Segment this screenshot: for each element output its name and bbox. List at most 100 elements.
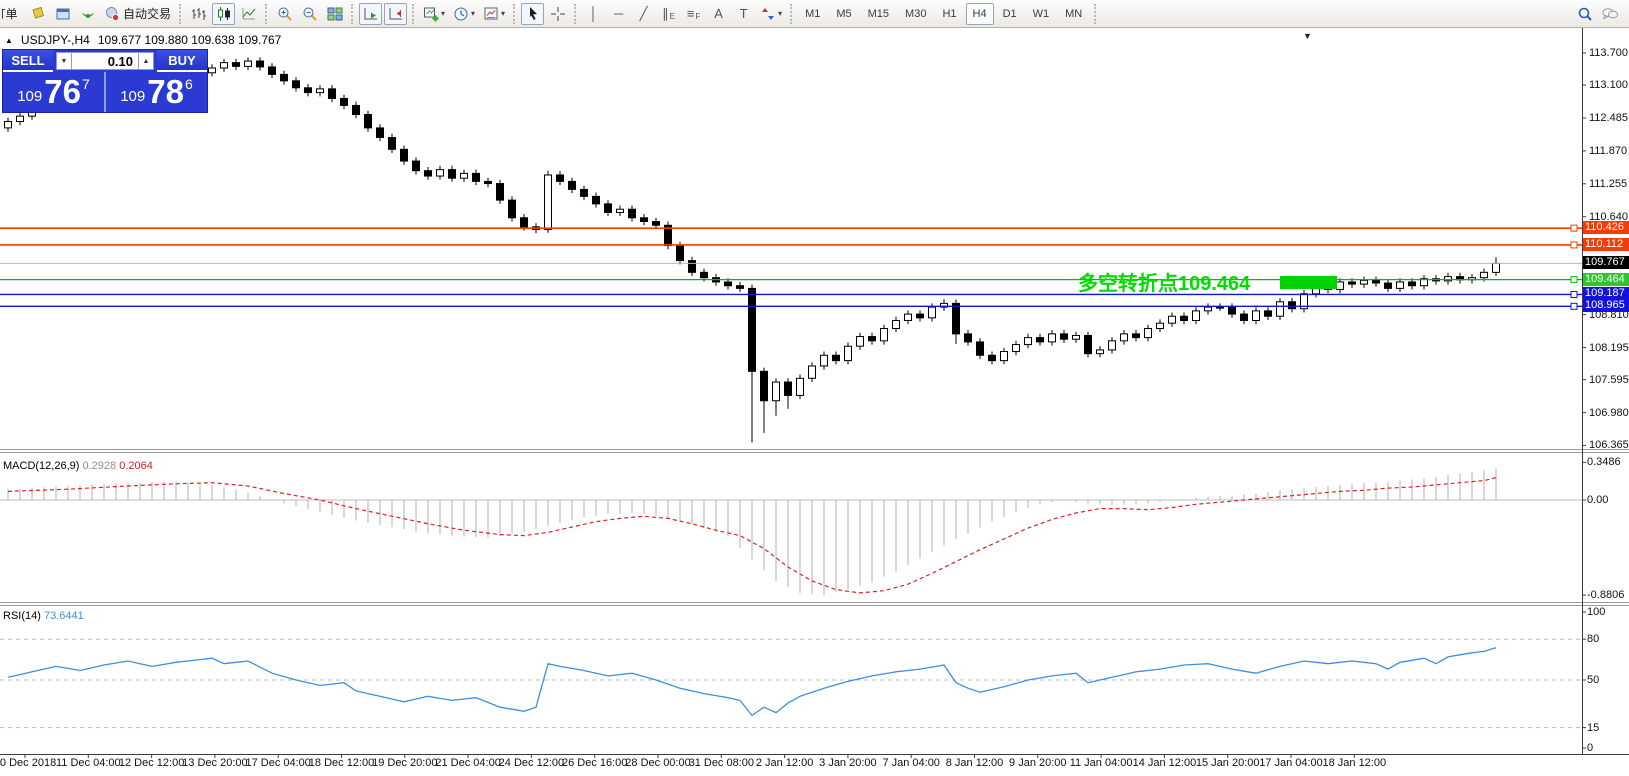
zoom-in-icon-glyph xyxy=(277,6,293,22)
search-icon[interactable] xyxy=(1573,3,1596,25)
bull-candle xyxy=(940,302,948,308)
channel-icon[interactable]: ∥ E xyxy=(657,3,680,25)
bull-candle xyxy=(1168,315,1176,324)
volume-decrease-button[interactable]: ▼ xyxy=(56,52,72,70)
hline-handle-109.187[interactable] xyxy=(1570,290,1578,298)
text-icon[interactable]: A xyxy=(707,3,730,25)
templates-button[interactable]: ▾ xyxy=(480,3,508,25)
tile-windows-icon[interactable] xyxy=(323,3,346,25)
timeframe-h1-button[interactable]: H1 xyxy=(942,7,957,20)
hline-handle-109.464[interactable] xyxy=(1570,276,1578,284)
new-order-button-label: 新订单 xyxy=(2,7,18,21)
toolbar-separator xyxy=(179,3,182,24)
buy-button[interactable]: BUY xyxy=(157,50,207,72)
zoom-in-icon[interactable] xyxy=(273,3,296,25)
toolbar-separator xyxy=(574,3,577,24)
bear-candle xyxy=(952,302,960,335)
bear-candle xyxy=(916,313,924,319)
bid-pipette: 7 xyxy=(81,76,90,92)
new-window-button-dropdown-icon[interactable]: ▾ xyxy=(441,9,446,18)
bull-candle xyxy=(1480,271,1488,279)
label-icon[interactable]: T xyxy=(732,3,755,25)
trendline-icon[interactable]: ╱ xyxy=(632,3,655,25)
vline-icon[interactable]: │ xyxy=(582,3,605,25)
price-level-label-110.112[interactable]: 110.112 xyxy=(1583,237,1629,251)
vline-icon-glyph: │ xyxy=(589,6,598,21)
price-level-label-108.965[interactable]: 108.965 xyxy=(1583,299,1629,313)
templates-button-dropdown-icon[interactable]: ▾ xyxy=(501,9,506,18)
volume-input[interactable]: 0.10 xyxy=(72,52,138,70)
bear-candle xyxy=(748,287,756,372)
bid-big-digits: 76 xyxy=(44,73,81,110)
autoscroll-icon[interactable] xyxy=(359,2,383,25)
chart-corner-icon[interactable]: ▼ xyxy=(1303,31,1312,41)
bid-price[interactable]: 109 76 7 xyxy=(3,72,106,112)
timeframe-m15-button[interactable]: M15 xyxy=(867,7,890,20)
line-chart-icon[interactable] xyxy=(237,3,260,25)
bear-candle xyxy=(784,381,792,396)
price-level-label-110.426[interactable]: 110.426 xyxy=(1583,221,1629,235)
timeframe-m1-button[interactable]: M1 xyxy=(805,7,821,20)
bear-candle xyxy=(556,174,564,182)
bear-candle xyxy=(1036,337,1044,343)
volume-increase-button[interactable]: ▲ xyxy=(138,52,154,70)
profiles-icon[interactable] xyxy=(51,3,74,25)
turning-point-annotation[interactable]: 多空转折点109.464 xyxy=(1078,273,1251,295)
hline-handle-110.112[interactable] xyxy=(1570,241,1578,249)
bear-candle xyxy=(448,169,456,179)
price-level-label-109.464[interactable]: 109.464 xyxy=(1583,272,1629,286)
arrows-icon[interactable]: ▾ xyxy=(757,3,785,25)
periods-glyph xyxy=(453,6,469,22)
timeframe-mn-button[interactable]: MN xyxy=(1065,7,1083,20)
bear-candle xyxy=(1228,306,1236,315)
autotrade-button[interactable]: 自动交易 xyxy=(101,3,174,25)
bear-candle xyxy=(496,183,504,201)
bull-candle xyxy=(892,320,900,330)
candlestick-icon[interactable] xyxy=(212,2,236,25)
bar-chart-icon[interactable] xyxy=(187,3,210,25)
new-window-button[interactable]: ▾ xyxy=(420,3,448,25)
sell-button[interactable]: SELL xyxy=(3,50,53,72)
arrows-icon-dropdown-icon[interactable]: ▾ xyxy=(778,9,783,18)
bear-candle xyxy=(1348,281,1356,285)
bear-candle xyxy=(1084,334,1092,355)
collapse-panel-icon[interactable]: ▲ xyxy=(5,35,13,45)
price-level-label-109.187[interactable]: 109.187 xyxy=(1583,287,1629,301)
bull-candle xyxy=(1396,281,1404,289)
bear-candle xyxy=(976,341,984,356)
zoom-out-icon-glyph xyxy=(302,6,318,22)
chat-icon[interactable] xyxy=(1598,3,1621,25)
signals-icon[interactable] xyxy=(76,3,99,25)
hline-handle-108.965[interactable] xyxy=(1570,302,1578,310)
highlight-rectangle[interactable] xyxy=(1280,276,1337,289)
periods-button[interactable]: ▾ xyxy=(450,3,478,25)
bear-candle xyxy=(868,336,876,342)
hline-icon[interactable]: ─ xyxy=(607,3,630,25)
text-icon-glyph: A xyxy=(714,6,723,21)
new-chart-icon[interactable] xyxy=(26,3,49,25)
cursor-icon[interactable] xyxy=(521,2,545,25)
bull-candle xyxy=(1336,281,1344,290)
timeframe-w1-button[interactable]: W1 xyxy=(1032,7,1050,20)
ohlc-quote-label: 109.677 109.880 109.638 109.767 xyxy=(97,33,282,47)
bull-candle xyxy=(1252,310,1260,321)
channel-icon-glyph: ∥ xyxy=(662,6,669,21)
chart-shift-icon[interactable] xyxy=(384,2,408,25)
crosshair-icon[interactable] xyxy=(546,3,569,25)
fibonacci-icon-sub-label: F xyxy=(695,12,701,21)
timeframe-m5-button[interactable]: M5 xyxy=(836,7,852,20)
bull-candle xyxy=(880,328,888,342)
timeframe-h4-button[interactable]: H4 xyxy=(965,2,994,25)
zoom-out-icon[interactable] xyxy=(298,3,321,25)
fibonacci-icon[interactable]: ≡ F xyxy=(682,3,705,25)
bear-candle xyxy=(724,281,732,287)
hline-handle-110.426[interactable] xyxy=(1570,224,1578,232)
ask-price[interactable]: 109 78 6 xyxy=(106,72,207,112)
periods-button-dropdown-icon[interactable]: ▾ xyxy=(471,9,476,18)
new-order-button[interactable]: 新订单 xyxy=(1,3,24,25)
bear-candle xyxy=(1372,279,1380,284)
timeframe-d1-button[interactable]: D1 xyxy=(1002,7,1017,20)
timeframe-m30-button[interactable]: M30 xyxy=(905,7,927,20)
bull-candle xyxy=(1492,262,1500,273)
